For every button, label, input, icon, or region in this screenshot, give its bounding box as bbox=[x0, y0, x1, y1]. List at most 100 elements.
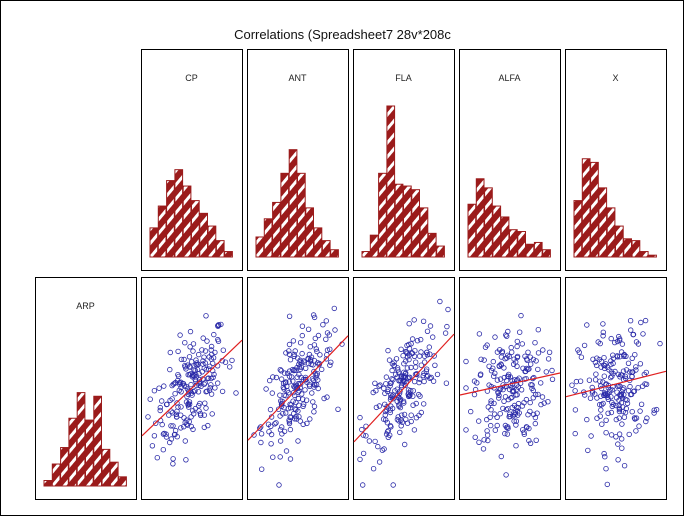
scatter-point bbox=[391, 359, 397, 365]
scatter-point bbox=[533, 358, 539, 364]
scatter-point bbox=[195, 351, 202, 358]
scatter-point bbox=[332, 327, 338, 333]
scatter-point bbox=[286, 379, 292, 385]
scatter-point bbox=[577, 378, 584, 384]
scatter-point bbox=[418, 336, 424, 343]
scatter-point bbox=[635, 385, 641, 391]
scatter-point bbox=[305, 356, 311, 362]
scatter-point bbox=[575, 347, 581, 353]
scatter-point bbox=[301, 358, 307, 364]
scatter-point bbox=[590, 356, 596, 362]
scatter-point bbox=[494, 414, 500, 420]
scatter-point bbox=[376, 459, 383, 465]
scatter-point bbox=[584, 322, 590, 328]
scatter-point bbox=[186, 418, 192, 425]
scatter-point bbox=[291, 392, 298, 399]
scatter-point bbox=[206, 387, 213, 394]
histogram-bar bbox=[648, 254, 657, 258]
scatter-point bbox=[208, 382, 214, 388]
scatter-point bbox=[402, 441, 408, 448]
scatter-point bbox=[411, 427, 418, 433]
scatter-point bbox=[190, 411, 197, 417]
histogram-bar bbox=[182, 185, 192, 258]
scatter-point bbox=[269, 390, 275, 396]
variable-label-cp: CP bbox=[185, 73, 198, 83]
scatter-point bbox=[578, 354, 585, 360]
scatter-point bbox=[531, 411, 537, 418]
scatter-point bbox=[494, 349, 501, 355]
scatter-cell-fla bbox=[353, 277, 455, 500]
scatter-point bbox=[588, 433, 594, 439]
scatter-point bbox=[510, 387, 517, 394]
scatter-point bbox=[532, 340, 538, 346]
scatter-point bbox=[323, 318, 329, 324]
scatter-point bbox=[182, 340, 188, 346]
scatter-point bbox=[152, 420, 159, 426]
scatter-point bbox=[395, 414, 401, 420]
histogram-bar bbox=[427, 232, 437, 258]
histogram-bar bbox=[101, 448, 111, 487]
scatter-point bbox=[416, 353, 423, 359]
scatter-point bbox=[288, 402, 294, 408]
scatter-point bbox=[287, 405, 294, 411]
scatter-point bbox=[424, 366, 430, 372]
scatter-point bbox=[193, 357, 199, 363]
scatter-point bbox=[510, 413, 516, 419]
scatter-point bbox=[598, 393, 604, 399]
scatter-point bbox=[622, 373, 628, 379]
scatter-point bbox=[545, 399, 551, 405]
scatter-point bbox=[622, 375, 629, 382]
variable-label-alfa: ALFA bbox=[498, 73, 520, 83]
scatter-point bbox=[604, 481, 610, 488]
scatter-point bbox=[527, 440, 534, 446]
scatter-point bbox=[168, 408, 174, 414]
scatter-point bbox=[303, 397, 310, 403]
scatter-point bbox=[523, 396, 530, 403]
histogram-bar bbox=[263, 218, 273, 258]
histogram-bar bbox=[272, 201, 281, 258]
scatter-point bbox=[400, 353, 406, 359]
scatter-point bbox=[388, 403, 394, 409]
scatter-point bbox=[526, 366, 532, 372]
scatter-point bbox=[642, 317, 649, 324]
scatter-point bbox=[407, 392, 413, 399]
scatter-point bbox=[430, 378, 437, 384]
scatter-point bbox=[511, 418, 517, 424]
scatter-point bbox=[311, 368, 317, 375]
scatter-point bbox=[161, 383, 167, 389]
scatter-point bbox=[273, 374, 280, 381]
scatter-point bbox=[492, 427, 498, 433]
scatter-point bbox=[609, 399, 615, 406]
scatter-point bbox=[597, 401, 603, 408]
scatter-point bbox=[301, 401, 307, 407]
scatter-point bbox=[202, 380, 208, 386]
scatter-point bbox=[603, 466, 609, 472]
regression-line bbox=[247, 335, 349, 441]
scatter-point bbox=[600, 333, 606, 339]
scatter-point bbox=[188, 359, 195, 365]
histogram-bar bbox=[631, 240, 641, 258]
scatter-point bbox=[171, 380, 178, 386]
scatter-point bbox=[494, 377, 501, 383]
scatter-point bbox=[524, 357, 530, 363]
histogram-bar bbox=[403, 185, 412, 258]
scatter-point bbox=[584, 416, 590, 423]
scatter-point bbox=[222, 359, 229, 365]
scatter-point bbox=[203, 405, 209, 411]
scatter-point bbox=[185, 404, 192, 410]
scatter-point bbox=[268, 441, 274, 447]
scatter-point bbox=[292, 348, 298, 354]
scatter-point bbox=[437, 298, 443, 305]
scatter-point bbox=[406, 390, 412, 396]
scatter-point bbox=[279, 424, 285, 430]
scatter-point bbox=[398, 423, 404, 429]
scatter-point bbox=[572, 388, 578, 394]
scatter-point bbox=[504, 431, 511, 437]
histogram-cell-x: X bbox=[565, 49, 667, 271]
scatter-point bbox=[310, 312, 317, 318]
scatter-point bbox=[530, 356, 537, 363]
scatter-point bbox=[167, 397, 173, 404]
histogram-bar bbox=[76, 392, 86, 487]
scatter-point bbox=[258, 431, 265, 437]
scatter-point bbox=[480, 446, 487, 452]
